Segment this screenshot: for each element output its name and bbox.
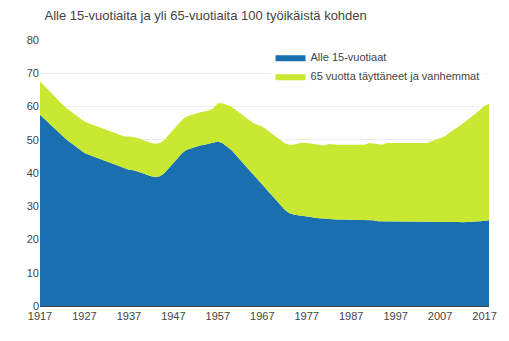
svg-text:1987: 1987 [339, 310, 363, 322]
svg-text:40: 40 [27, 167, 39, 179]
svg-text:0: 0 [33, 300, 39, 312]
svg-text:1957: 1957 [206, 310, 230, 322]
svg-text:2007: 2007 [428, 310, 452, 322]
svg-text:30: 30 [27, 200, 39, 212]
svg-text:1927: 1927 [72, 310, 96, 322]
svg-text:1967: 1967 [250, 310, 274, 322]
svg-text:1937: 1937 [117, 310, 141, 322]
svg-text:Alle 15-vuotiaat: Alle 15-vuotiaat [311, 51, 387, 63]
svg-text:60: 60 [27, 100, 39, 112]
svg-text:80: 80 [27, 34, 39, 46]
svg-text:1977: 1977 [294, 310, 318, 322]
svg-text:65 vuotta täyttäneet ja vanhem: 65 vuotta täyttäneet ja vanhemmat [311, 70, 480, 82]
svg-text:2017: 2017 [472, 310, 496, 322]
svg-text:50: 50 [27, 134, 39, 146]
svg-text:1917: 1917 [28, 310, 52, 322]
svg-text:1947: 1947 [161, 310, 185, 322]
svg-text:10: 10 [27, 267, 39, 279]
svg-text:Alle 15-vuotiaita ja yli 65-vu: Alle 15-vuotiaita ja yli 65-vuotiaita 10… [44, 8, 366, 23]
svg-text:20: 20 [27, 233, 39, 245]
svg-text:1997: 1997 [383, 310, 407, 322]
svg-text:70: 70 [27, 67, 39, 79]
